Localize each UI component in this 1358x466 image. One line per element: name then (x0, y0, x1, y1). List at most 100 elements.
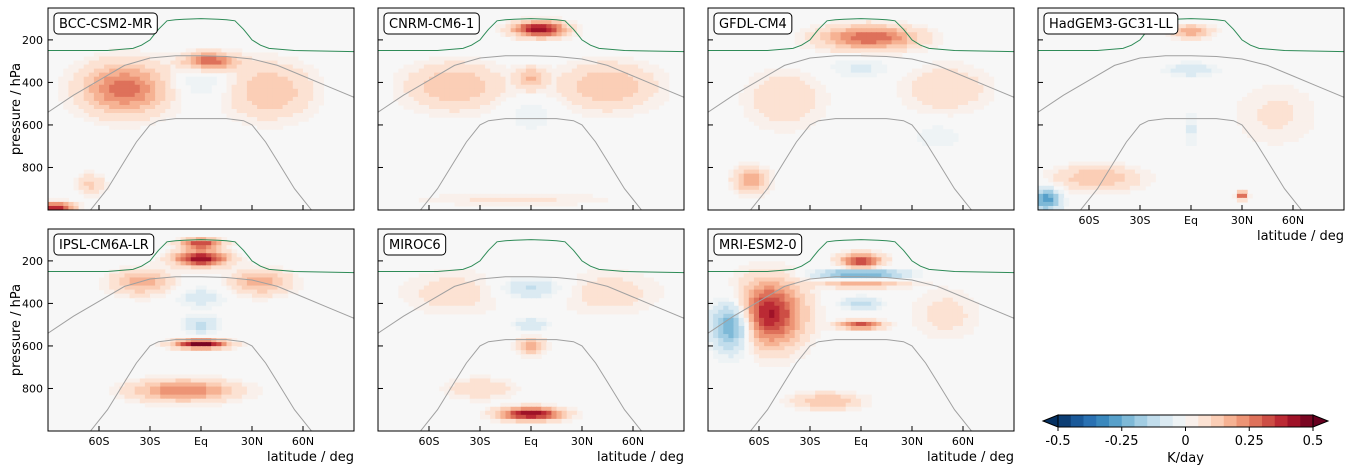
field-cell (566, 297, 573, 303)
field-cell (520, 406, 527, 412)
field-cell (881, 64, 888, 70)
field-cell (221, 378, 228, 384)
field-cell (252, 68, 258, 74)
field-cell (99, 96, 105, 102)
field-cell (246, 109, 253, 114)
field-cell (190, 261, 197, 266)
field-cell (815, 330, 821, 335)
x-tick-label: 30S (470, 435, 491, 448)
field-cell (1236, 193, 1243, 199)
field-cell (531, 317, 537, 323)
field-cell (784, 313, 791, 319)
field-cell (129, 398, 136, 404)
field-cell (820, 325, 826, 331)
field-cell (733, 338, 740, 343)
field-cell (515, 193, 522, 199)
field-cell (840, 269, 847, 275)
field-cell (912, 72, 918, 78)
field-cell (855, 301, 862, 307)
field-cell (871, 28, 877, 33)
field-cell (587, 104, 593, 110)
field-cell (566, 92, 573, 98)
field-cell (434, 289, 440, 295)
field-cell (510, 24, 517, 29)
field-cell (155, 72, 161, 78)
field-cell (165, 241, 171, 246)
field-cell (799, 100, 806, 106)
field-cell (459, 109, 466, 114)
field-cell (58, 76, 64, 82)
field-cell (820, 88, 826, 94)
field-cell (932, 32, 939, 37)
field-cell (190, 378, 197, 384)
field-cell (582, 88, 588, 94)
field-cell (185, 394, 192, 400)
field-cell (587, 68, 593, 74)
field-cell (1247, 100, 1253, 106)
field-cell (525, 76, 532, 82)
field-cell (906, 32, 913, 37)
field-cell (738, 189, 745, 195)
field-cell (815, 32, 821, 37)
field-cell (866, 325, 872, 331)
field-cell (815, 96, 821, 102)
field-cell (413, 109, 420, 114)
field-cell (764, 189, 770, 195)
field-cell (917, 68, 923, 74)
field-cell (769, 125, 775, 130)
field-cell (155, 281, 161, 287)
field-cell (459, 88, 466, 94)
y-tick-label: 600 (22, 119, 43, 132)
field-cell (794, 96, 801, 102)
field-cell (150, 117, 156, 122)
field-cell (1083, 185, 1090, 191)
field-cell (226, 285, 233, 291)
field-cell (216, 394, 222, 400)
field-cell (160, 398, 166, 404)
field-cell (957, 334, 964, 339)
field-cell (170, 88, 177, 94)
field-cell (190, 394, 197, 400)
field-cell (124, 109, 131, 114)
field-cell (1282, 92, 1289, 98)
field-cell (505, 410, 512, 416)
field-cell (287, 104, 294, 110)
field-cell (277, 68, 284, 74)
field-cell (927, 40, 933, 45)
field-cell (221, 398, 228, 404)
field-cell (1303, 96, 1309, 102)
field-cell (88, 64, 95, 70)
field-cell (850, 28, 857, 33)
field-cell (546, 197, 552, 203)
field-cell (753, 100, 760, 106)
field-cell (297, 117, 304, 122)
field-cell (480, 64, 486, 70)
field-cell (515, 24, 522, 29)
field-cell (267, 289, 273, 295)
field-cell (759, 289, 765, 295)
field-cell (1267, 129, 1274, 134)
field-cell (769, 265, 775, 270)
field-cell (947, 321, 954, 327)
field-cell (119, 48, 126, 54)
field-cell (150, 386, 156, 392)
field-cell (139, 88, 146, 94)
field-cell (566, 410, 573, 416)
field-cell (866, 24, 872, 29)
field-cell (789, 80, 796, 86)
field-cell (810, 281, 816, 287)
field-cell (871, 297, 877, 303)
model-name: IPSL-CM6A-LR (59, 238, 149, 253)
field-cell (429, 113, 435, 118)
field-cell (922, 297, 928, 303)
field-cell (937, 60, 944, 66)
field-cell (185, 60, 192, 66)
field-cell (99, 185, 105, 191)
field-cell (743, 169, 750, 175)
field-cell (820, 44, 826, 49)
field-cell (303, 80, 309, 86)
field-cell (748, 277, 755, 283)
field-cell (201, 265, 207, 270)
field-cell (810, 32, 816, 37)
field-cell (510, 68, 517, 74)
